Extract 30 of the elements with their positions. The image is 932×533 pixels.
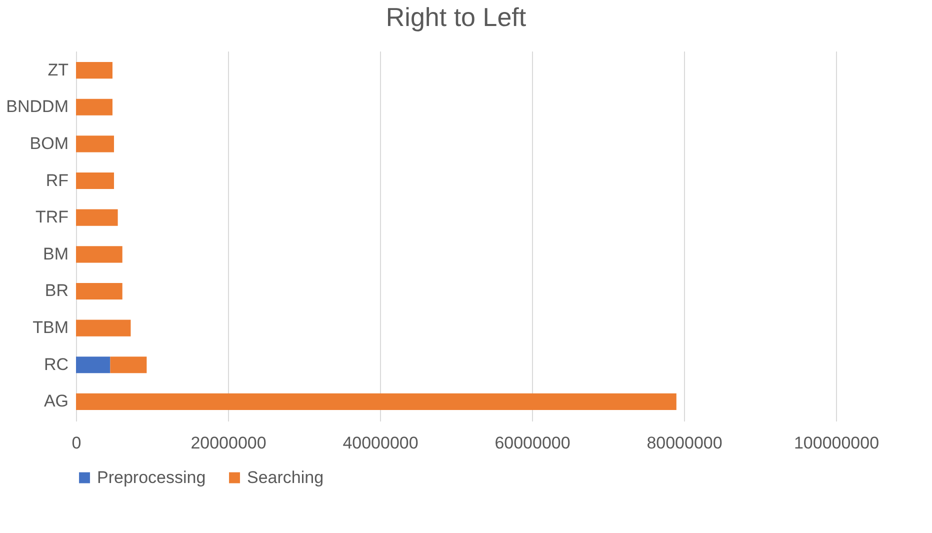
bar <box>76 320 131 336</box>
bar <box>76 62 112 79</box>
bar <box>110 356 147 374</box>
y-tick-label: ZT <box>48 60 68 80</box>
y-tick-label: AG <box>44 392 68 411</box>
bar <box>76 282 122 300</box>
bar <box>76 393 676 410</box>
y-tick-label: RC <box>44 354 68 374</box>
y-tick-label: RF <box>46 170 68 190</box>
bar <box>76 136 114 152</box>
x-tick-label: 0 <box>72 434 82 452</box>
x-tick-label: 60000000 <box>494 434 570 452</box>
legend-label: Searching <box>247 468 324 487</box>
x-tick-label: 80000000 <box>646 434 722 452</box>
bar <box>76 209 118 226</box>
y-tick-label: BOM <box>30 134 68 153</box>
y-tick-label: TBM <box>32 318 68 338</box>
chart-title: Right to Left <box>386 2 527 32</box>
x-tick-label: 20000000 <box>190 434 266 452</box>
bar <box>76 98 112 116</box>
y-tick-label: TRF <box>35 208 68 227</box>
y-tick-label: BM <box>43 244 68 264</box>
y-tick-label: BNDDM <box>6 97 68 116</box>
y-tick-label: BR <box>44 281 68 300</box>
x-tick-label: 40000000 <box>342 434 418 452</box>
bar <box>76 246 122 263</box>
legend-label: Preprocessing <box>97 468 206 487</box>
bar <box>76 356 110 374</box>
x-tick-label: 100000000 <box>794 434 880 452</box>
bar <box>76 172 114 190</box>
